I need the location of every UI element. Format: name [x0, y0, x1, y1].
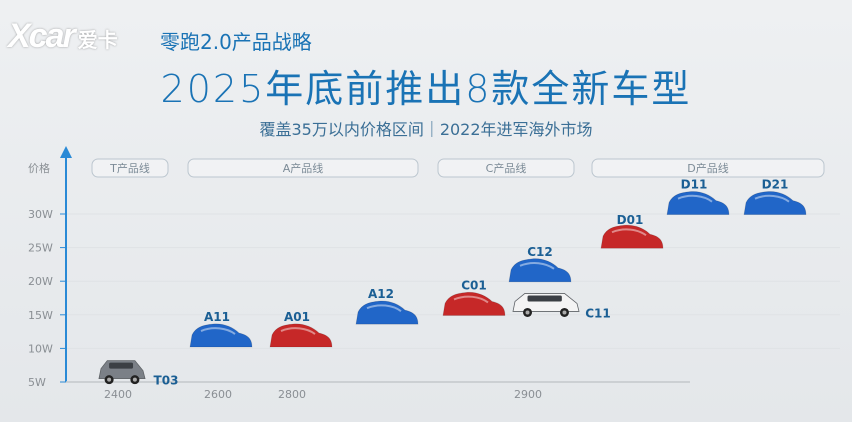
logo-text: Xcar — [8, 16, 76, 55]
car-hub — [107, 377, 112, 382]
x-tick-label: 2900 — [514, 388, 542, 401]
car-a11 — [189, 323, 253, 348]
car-hub — [525, 310, 530, 315]
x-tick-label: 2400 — [104, 388, 132, 401]
product-line-pill — [187, 158, 419, 178]
car-sheen — [677, 194, 713, 203]
product-line-label: D产品线 — [687, 161, 728, 175]
car-label: A12 — [368, 287, 394, 301]
car-hub — [562, 310, 567, 315]
car-label: T03 — [154, 374, 179, 388]
car-sheen — [200, 327, 236, 335]
product-line-pill — [591, 158, 825, 178]
car-sheen — [453, 295, 489, 304]
y-tick-label: 10W — [28, 342, 53, 355]
car-label: D11 — [681, 178, 708, 192]
car-c01 — [442, 291, 506, 316]
product-line-label: T产品线 — [109, 161, 150, 175]
product-line-label: A产品线 — [283, 161, 324, 175]
car-label: C12 — [527, 245, 553, 259]
car-d01 — [600, 224, 664, 249]
x-tick-label: 2800 — [278, 388, 306, 401]
car-label: D21 — [762, 178, 789, 192]
logo-sub: 爱卡 — [77, 29, 118, 52]
product-line-pill — [91, 158, 169, 178]
product-line-pill — [437, 158, 575, 178]
car-sheen — [754, 194, 790, 203]
car-c11 — [512, 293, 580, 317]
y-tick-label: 5W — [28, 376, 46, 389]
y-tick-label: 30W — [28, 208, 53, 221]
car-sheen — [519, 262, 555, 270]
y-axis-label: 价格 — [28, 161, 50, 175]
car-d21 — [743, 191, 807, 216]
car-cover — [743, 191, 807, 216]
car-window — [527, 295, 562, 302]
car-window — [109, 362, 134, 369]
car-label: C01 — [461, 278, 487, 292]
car-label: C11 — [585, 306, 611, 320]
car-cover — [355, 300, 419, 325]
car-t03 — [98, 360, 146, 385]
car-cover — [189, 323, 253, 348]
car-sheen — [366, 304, 402, 313]
xcar-logo: Xcar 爱卡 — [8, 17, 118, 56]
car-cover — [269, 323, 333, 348]
section-title: 零跑2.0产品战略 — [160, 30, 312, 54]
car-d11 — [666, 191, 730, 216]
car-cover — [508, 258, 572, 283]
car-sheen — [611, 228, 647, 237]
car-cover — [600, 224, 664, 249]
car-c12 — [508, 258, 572, 283]
product-line-label: C产品线 — [486, 161, 527, 175]
car-hub — [132, 377, 137, 382]
car-cover — [666, 191, 730, 216]
y-tick-label: 20W — [28, 275, 53, 288]
car-a01 — [269, 323, 333, 348]
subtitle: 覆盖35万以内价格区间｜2022年进军海外市场 — [259, 120, 593, 139]
car-a12 — [355, 300, 419, 325]
car-sheen — [280, 327, 316, 335]
car-label: D01 — [617, 213, 644, 227]
car-label: A01 — [284, 310, 310, 324]
brand-logo: Xcar 爱卡 — [8, 14, 118, 58]
car-label: A11 — [204, 310, 230, 324]
car-cover — [442, 291, 506, 316]
y-tick-label: 15W — [28, 309, 53, 322]
main-title: 2025年底前推出8款全新车型 — [160, 67, 692, 111]
x-tick-label: 2600 — [204, 388, 232, 401]
y-tick-label: 25W — [28, 242, 53, 255]
